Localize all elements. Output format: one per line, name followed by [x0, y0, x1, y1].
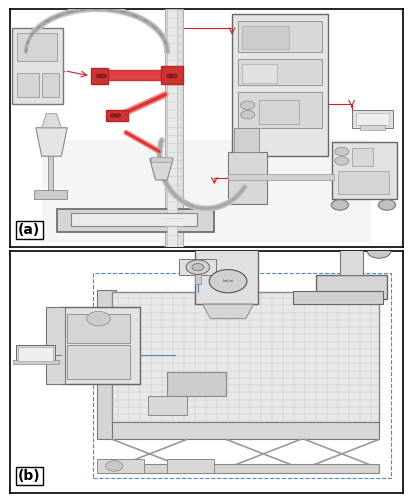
Bar — [112, 464, 379, 473]
Bar — [161, 66, 183, 84]
Bar — [228, 152, 267, 204]
Text: (b): (b) — [18, 469, 41, 483]
Circle shape — [209, 270, 247, 293]
Circle shape — [349, 225, 378, 244]
Bar — [352, 148, 373, 166]
Bar — [47, 120, 54, 192]
Bar — [234, 128, 259, 152]
Bar — [107, 110, 128, 121]
Circle shape — [171, 74, 177, 78]
Bar — [14, 360, 59, 364]
Polygon shape — [57, 208, 214, 232]
Bar — [228, 174, 334, 180]
Bar — [238, 92, 322, 128]
Polygon shape — [42, 140, 371, 242]
Bar — [356, 113, 389, 126]
Bar — [16, 345, 55, 362]
Circle shape — [331, 200, 349, 210]
Polygon shape — [150, 158, 173, 180]
Bar — [167, 9, 177, 246]
Bar — [167, 458, 214, 473]
Bar — [148, 396, 187, 415]
Circle shape — [335, 156, 349, 166]
Text: (a): (a) — [18, 223, 40, 237]
Bar — [17, 73, 39, 97]
Circle shape — [378, 200, 396, 210]
Bar — [151, 158, 172, 162]
Bar — [165, 9, 183, 246]
Bar — [34, 190, 67, 199]
Circle shape — [315, 220, 345, 238]
Bar — [17, 33, 57, 61]
Polygon shape — [36, 128, 67, 156]
Bar — [179, 260, 216, 275]
Bar — [338, 170, 389, 194]
Bar — [232, 14, 328, 156]
Bar — [112, 292, 379, 425]
Circle shape — [96, 74, 102, 78]
Circle shape — [367, 244, 391, 258]
Bar — [293, 291, 383, 304]
Circle shape — [106, 460, 123, 471]
Bar — [67, 314, 130, 343]
Bar — [259, 100, 299, 124]
Bar — [167, 372, 226, 396]
Bar — [238, 21, 322, 52]
Circle shape — [186, 260, 210, 274]
Polygon shape — [42, 114, 62, 128]
Circle shape — [167, 74, 173, 78]
Bar — [67, 345, 130, 379]
Bar — [340, 232, 363, 275]
Circle shape — [241, 101, 255, 110]
Circle shape — [192, 264, 204, 271]
Circle shape — [335, 147, 349, 156]
Bar — [46, 306, 65, 384]
Bar — [359, 126, 385, 130]
Bar — [62, 306, 140, 384]
Bar — [97, 290, 116, 440]
Text: batiw: batiw — [223, 279, 234, 283]
Bar — [238, 59, 322, 85]
Circle shape — [241, 110, 255, 119]
Bar — [112, 422, 379, 440]
Bar — [12, 28, 63, 104]
Circle shape — [110, 114, 116, 117]
Bar — [195, 274, 201, 283]
Circle shape — [100, 74, 107, 78]
Bar — [97, 458, 144, 473]
Bar — [316, 275, 387, 299]
Bar — [242, 64, 277, 82]
Polygon shape — [203, 304, 254, 318]
Bar — [18, 347, 54, 361]
Bar — [91, 68, 108, 84]
Bar — [352, 110, 393, 128]
Circle shape — [87, 312, 110, 326]
Bar — [242, 26, 289, 50]
Bar — [71, 213, 197, 226]
Circle shape — [115, 114, 121, 117]
Bar — [42, 73, 59, 97]
Bar — [195, 248, 258, 304]
Bar — [93, 272, 391, 478]
Bar — [316, 224, 371, 239]
Bar — [332, 142, 397, 199]
Bar — [309, 217, 332, 246]
Bar — [97, 70, 175, 80]
